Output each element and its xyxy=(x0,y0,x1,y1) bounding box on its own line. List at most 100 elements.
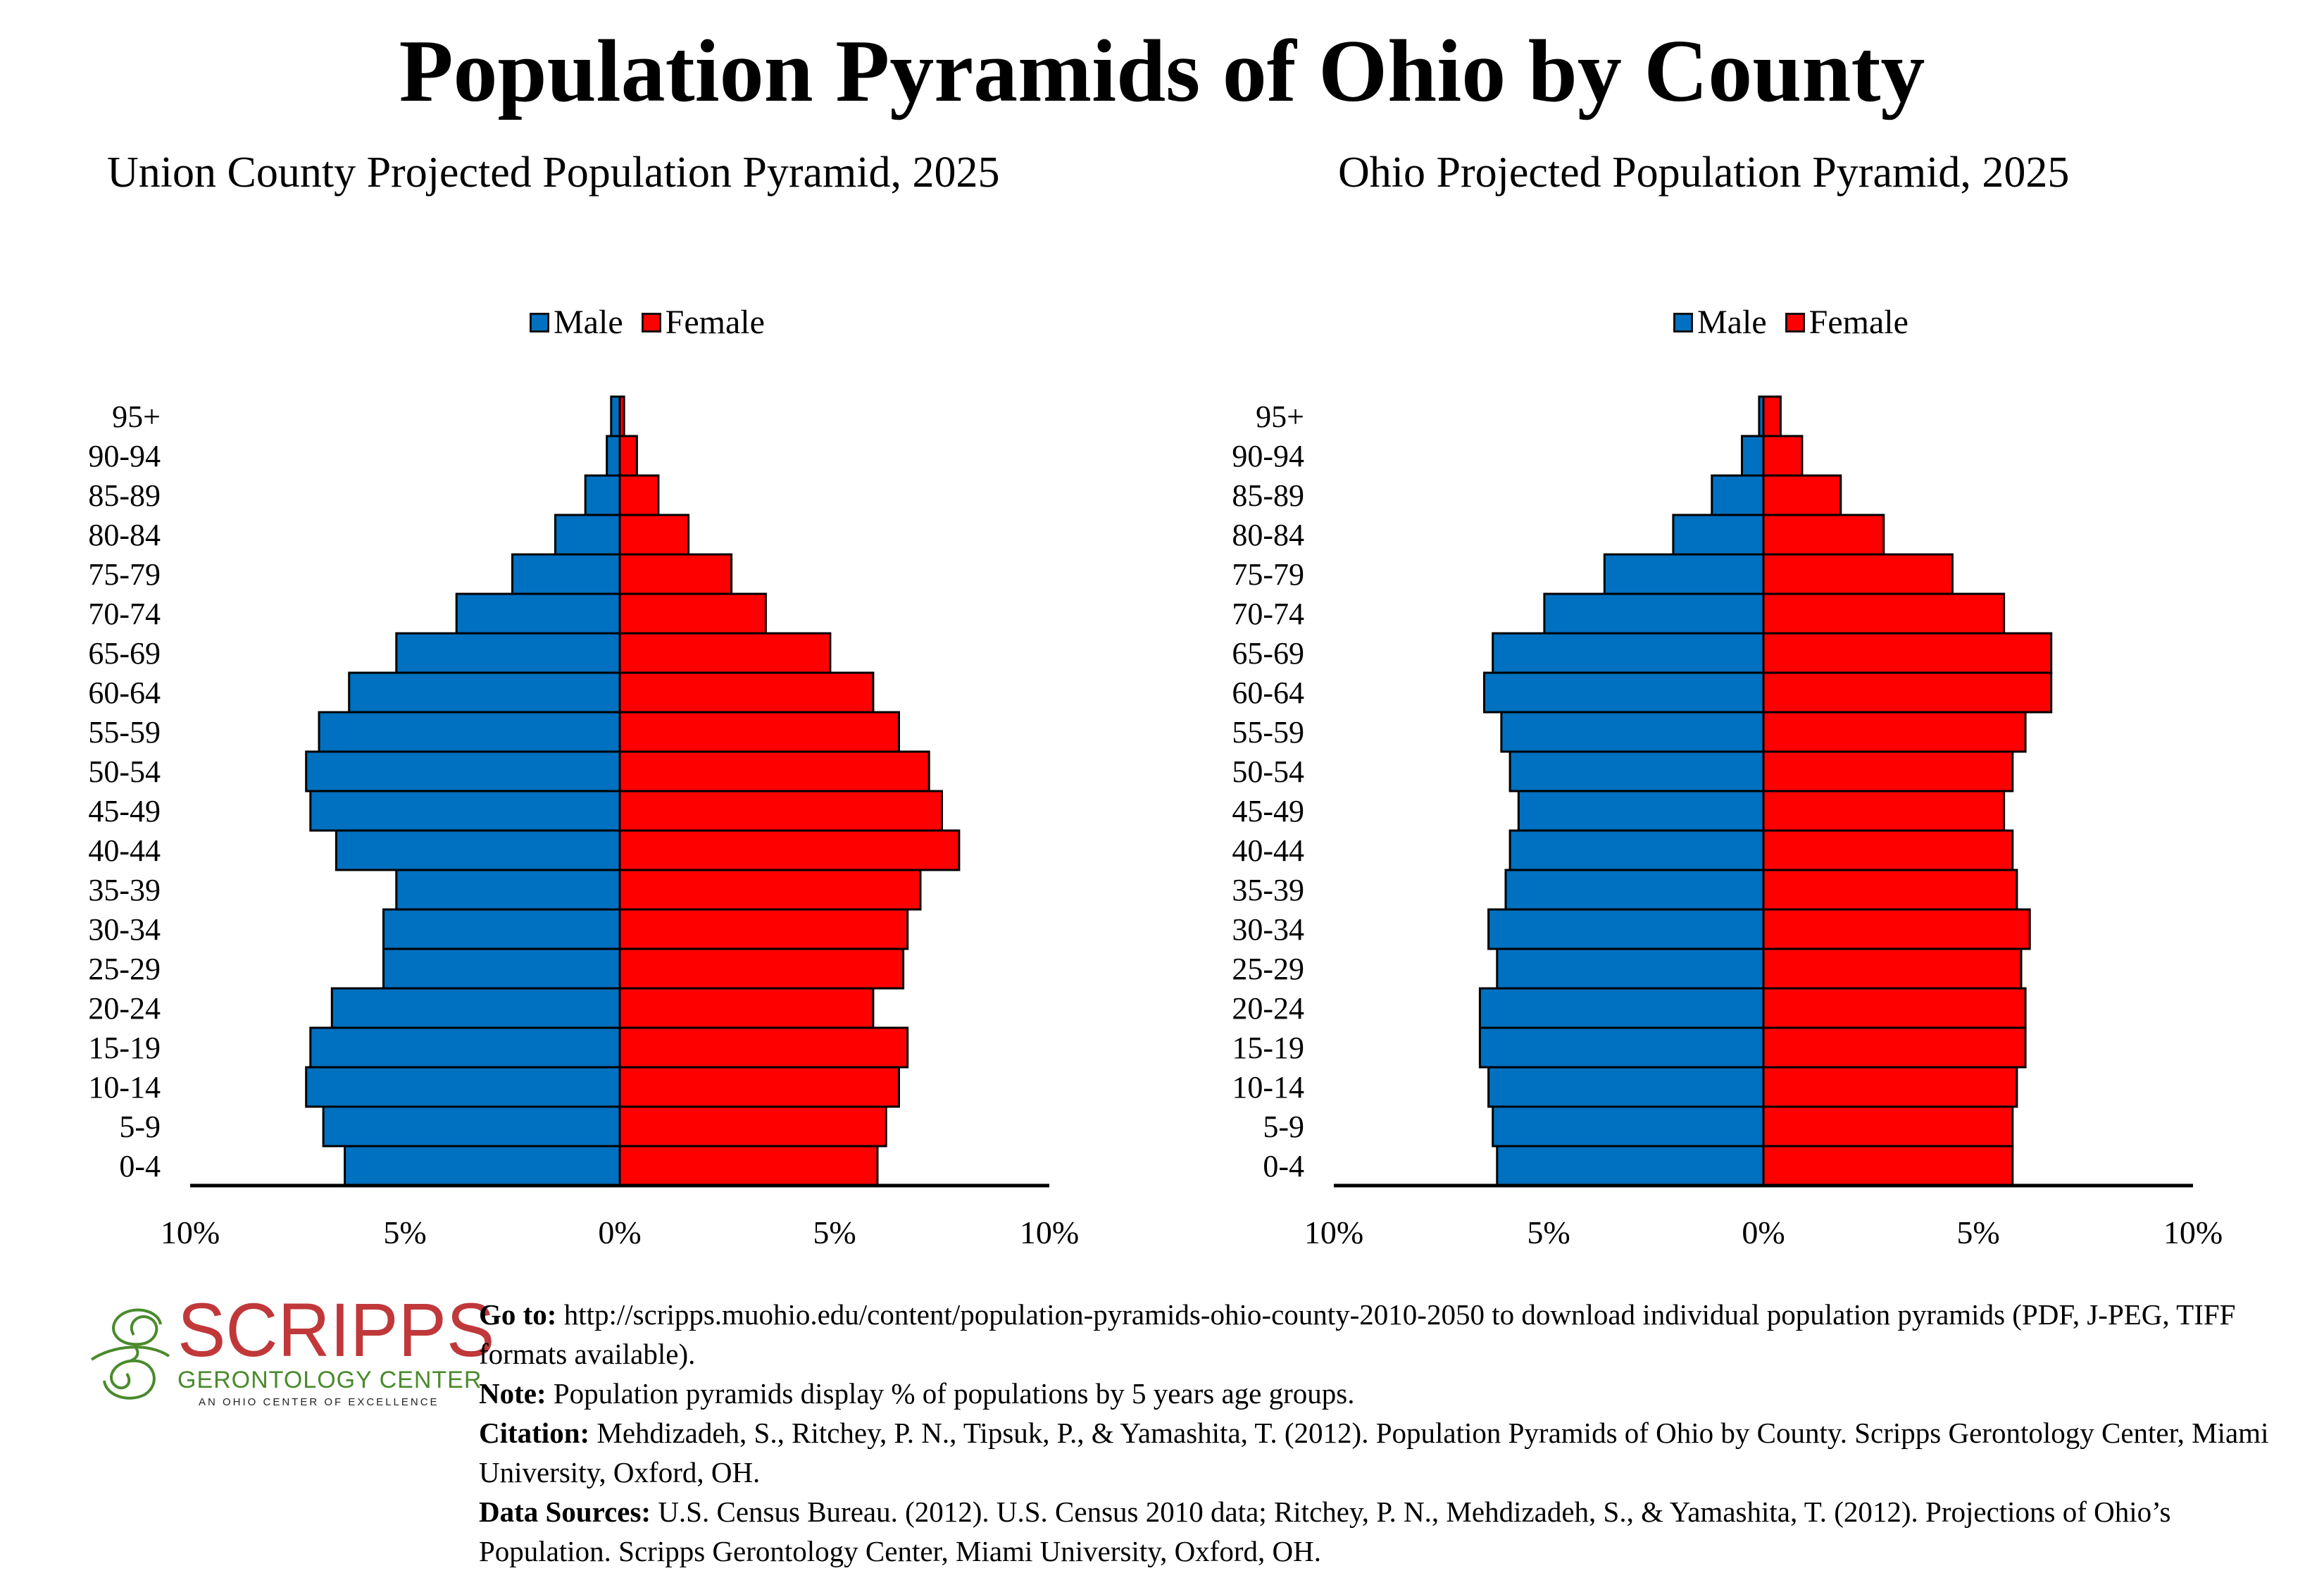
female-bar-45-49 xyxy=(1762,790,2006,832)
age-label-25-29: 25-29 xyxy=(1232,952,1304,986)
age-label-0-4: 0-4 xyxy=(1263,1149,1304,1183)
union-chart-title: Union County Projected Population Pyrami… xyxy=(107,149,1000,197)
citation-line: Citation: Mehdizadeh, S., Ritchey, P. N.… xyxy=(479,1413,2310,1492)
age-label-95+: 95+ xyxy=(1256,399,1304,434)
female-bar-75-79 xyxy=(1762,553,1954,595)
male-bar-5-9 xyxy=(322,1105,621,1148)
legend-label-female: Female xyxy=(665,304,765,341)
male-bar-75-79 xyxy=(1603,553,1765,595)
female-bar-70-74 xyxy=(618,592,767,635)
age-label-65-69: 65-69 xyxy=(1232,636,1304,671)
female-bar-80-84 xyxy=(618,514,690,556)
male-bar-95+ xyxy=(610,395,621,437)
legend-item-male: Male xyxy=(1673,303,1767,342)
male-bar-20-24 xyxy=(1478,987,1765,1029)
female-bar-70-74 xyxy=(1762,592,2006,635)
male-bar-40-44 xyxy=(1508,829,1765,871)
female-bar-20-24 xyxy=(1762,987,2027,1029)
legend-label-male: Male xyxy=(1697,304,1767,341)
male-swatch xyxy=(1673,312,1693,332)
age-label-50-54: 50-54 xyxy=(88,754,161,789)
female-bar-0-4 xyxy=(1762,1145,2014,1187)
legend-label-female: Female xyxy=(1808,304,1908,341)
age-label-15-19: 15-19 xyxy=(1232,1031,1304,1065)
male-bar-25-29 xyxy=(382,947,621,990)
female-bar-25-29 xyxy=(1762,947,2023,990)
female-bar-50-54 xyxy=(618,750,930,792)
x-tick-label: 5% xyxy=(813,1214,856,1250)
x-tick-label: 5% xyxy=(1527,1214,1570,1250)
male-bar-35-39 xyxy=(395,869,621,911)
female-bar-50-54 xyxy=(1762,750,2014,792)
male-bar-45-49 xyxy=(1517,790,1765,832)
age-label-45-49: 45-49 xyxy=(1232,794,1304,828)
female-bar-80-84 xyxy=(1762,514,1885,556)
age-label-55-59: 55-59 xyxy=(1232,715,1304,750)
female-bar-30-34 xyxy=(618,908,909,950)
female-bar-40-44 xyxy=(618,829,961,871)
goto-text[interactable]: http://scripps.muohio.edu/content/popula… xyxy=(479,1298,2236,1370)
male-bar-75-79 xyxy=(511,553,621,595)
swirl-icon xyxy=(90,1308,170,1400)
age-label-90-94: 90-94 xyxy=(88,439,161,473)
note-label: Note: xyxy=(479,1377,546,1410)
footer-notes: Go to: http://scripps.muohio.edu/content… xyxy=(479,1295,2310,1571)
age-label-60-64: 60-64 xyxy=(88,676,161,710)
female-bar-35-39 xyxy=(1762,869,2018,911)
female-bar-15-19 xyxy=(1762,1026,2027,1069)
ohio-chart-title: Ohio Projected Population Pyramid, 2025 xyxy=(1338,149,2070,197)
male-bar-0-4 xyxy=(1496,1145,1765,1187)
male-bar-55-59 xyxy=(1500,711,1765,753)
sources-text: U.S. Census Bureau. (2012). U.S. Census … xyxy=(479,1496,2171,1567)
x-tick-label: 0% xyxy=(598,1214,641,1250)
male-bar-35-39 xyxy=(1504,869,1765,911)
logo-subtitle: GERONTOLOGY CENTER xyxy=(177,1367,482,1393)
female-bar-95+ xyxy=(1762,395,1782,437)
male-bar-85-89 xyxy=(1711,474,1765,516)
male-bar-80-84 xyxy=(1672,514,1765,556)
age-label-75-79: 75-79 xyxy=(1232,557,1304,592)
male-bar-0-4 xyxy=(344,1145,621,1187)
male-bar-70-74 xyxy=(455,592,621,635)
goto-label: Go to: xyxy=(479,1298,557,1331)
x-tick-label: 5% xyxy=(383,1214,426,1250)
female-bar-65-69 xyxy=(618,632,832,674)
age-label-5-9: 5-9 xyxy=(1263,1110,1304,1144)
x-tick-label: 0% xyxy=(1742,1214,1785,1250)
ohio-legend: Male Female xyxy=(1673,303,1908,342)
age-label-70-74: 70-74 xyxy=(88,597,161,631)
age-label-35-39: 35-39 xyxy=(1232,873,1304,907)
age-label-70-74: 70-74 xyxy=(1232,597,1304,631)
male-bar-60-64 xyxy=(348,671,621,714)
male-bar-65-69 xyxy=(1492,632,1765,674)
age-label-75-79: 75-79 xyxy=(88,557,161,592)
female-bar-10-14 xyxy=(1762,1066,2018,1108)
male-bar-5-9 xyxy=(1492,1105,1765,1148)
union-legend: Male Female xyxy=(530,303,765,342)
x-tick-label: 10% xyxy=(2163,1214,2223,1250)
logo-tagline: AN OHIO CENTER OF EXCELLENCE xyxy=(199,1396,439,1408)
male-bar-50-54 xyxy=(1508,750,1765,792)
age-label-40-44: 40-44 xyxy=(1232,833,1304,868)
age-label-35-39: 35-39 xyxy=(88,873,161,907)
male-bar-50-54 xyxy=(305,750,621,792)
x-tick-label: 10% xyxy=(161,1214,220,1250)
age-label-80-84: 80-84 xyxy=(88,518,161,552)
x-tick-label: 10% xyxy=(1020,1214,1079,1250)
age-label-25-29: 25-29 xyxy=(88,952,161,986)
male-bar-80-84 xyxy=(554,514,621,556)
age-label-30-34: 30-34 xyxy=(88,912,161,947)
male-bar-30-34 xyxy=(1487,908,1765,950)
male-bar-30-34 xyxy=(382,908,621,950)
female-bar-60-64 xyxy=(1762,671,2053,714)
legend-item-male: Male xyxy=(530,303,623,342)
female-bar-60-64 xyxy=(618,671,875,714)
female-bar-35-39 xyxy=(618,869,922,911)
male-bar-70-74 xyxy=(1543,592,1765,635)
sources-label: Data Sources: xyxy=(479,1496,651,1528)
logo-name: SCRIPPS xyxy=(177,1287,495,1372)
age-label-60-64: 60-64 xyxy=(1232,676,1304,710)
male-bar-55-59 xyxy=(318,711,621,753)
age-label-80-84: 80-84 xyxy=(1232,518,1304,552)
